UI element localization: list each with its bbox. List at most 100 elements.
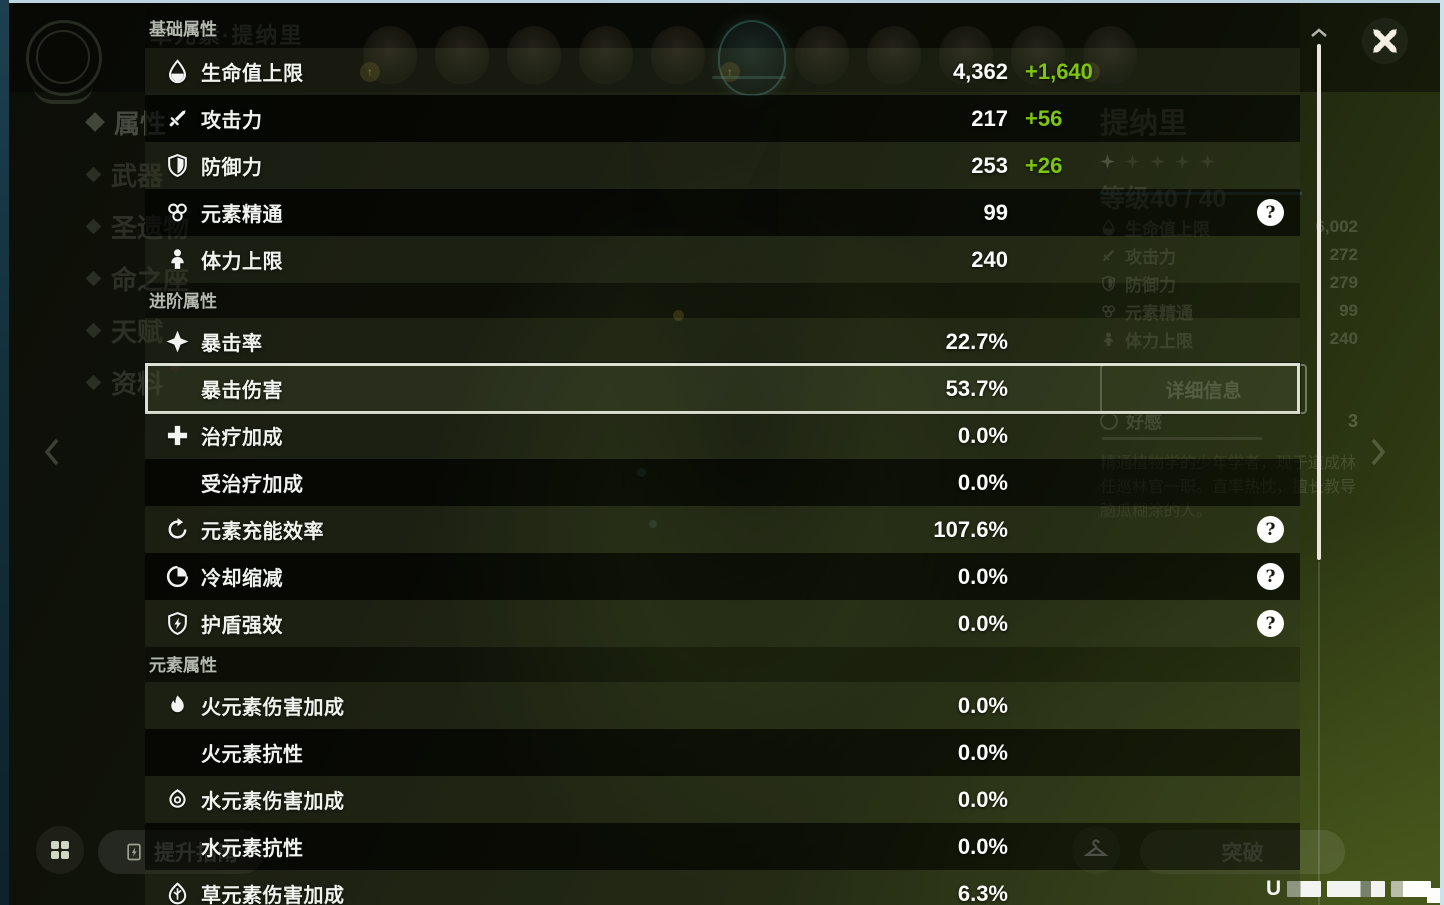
stat-bonus-value: +1,640 [1025,58,1093,84]
party-avatar[interactable] [795,26,849,84]
sidebar-item-label: 命之座 [111,264,190,295]
stat-value: 99 [983,199,1008,225]
bg-attr-value: 6,002 [1315,217,1358,236]
sidebar-item-label: 圣遗物 [111,212,190,243]
stat-value: 253 [971,152,1008,178]
background-attribute-summary: 生命值上限 6,002 攻击力 272 防御力 279 元素精通 99 体力上限 240 [1100,213,1358,353]
previous-character-arrow-icon[interactable] [44,438,60,466]
dendro-element-emblem-icon [20,16,106,106]
stat-value: 0.0% [957,833,1008,859]
help-icon[interactable]: ? [1257,563,1284,590]
stat-row[interactable]: 冷却缩减 0.0%? [145,553,1300,600]
bg-attr-row: 防御力 279 [1100,269,1358,297]
wardrobe-button[interactable] [1072,826,1120,874]
party-avatar[interactable] [363,26,417,84]
stat-value: 107.6% [933,516,1008,542]
stat-row[interactable]: 火元素伤害加成 0.0% [145,682,1300,729]
sidebar-item-资料[interactable]: 资料 [85,356,189,408]
stat-row[interactable]: 生命值上限 4,362 +1,640 [145,48,1300,95]
sidebar-item-命之座[interactable]: 命之座 [85,252,190,304]
em-icon [163,199,191,227]
stat-value: 0.0% [957,469,1008,495]
uid-censor-block [1287,881,1322,897]
sidebar-item-天赋[interactable]: 天赋 [85,304,189,356]
party-avatar[interactable] [1083,26,1137,84]
bg-attr-row: 攻击力 272 [1100,241,1358,269]
diamond-bullet-icon [85,112,105,132]
stat-row[interactable]: 治疗加成 0.0% [145,412,1300,459]
stat-label: 体力上限 [201,251,283,273]
uid-prefix: U [1266,877,1282,900]
bg-attr-label: 体力上限 [1125,331,1193,351]
stat-label: 暴击伤害 [201,380,283,402]
window-edge-right [1440,0,1444,905]
stat-row[interactable]: 元素充能效率 107.6%? [145,506,1300,553]
stat-row[interactable]: 元素精通 99? [145,189,1300,236]
stat-label: 生命值上限 [201,63,304,85]
active-avatar-underline [712,76,786,79]
close-button[interactable] [1362,18,1408,64]
stat-bonus-value: +56 [1025,105,1063,131]
character-name: 提纳里 [1100,108,1188,140]
scrollbar-track[interactable] [1318,562,1320,905]
uid-censor-block [1327,881,1386,897]
party-avatar[interactable] [651,26,705,84]
party-avatar-active[interactable] [718,20,786,96]
diamond-bullet-icon [85,218,102,234]
section-title: 元素属性 [149,656,217,675]
uid-display: U [1266,877,1432,901]
stat-row[interactable]: 受治疗加成 0.0% [145,459,1300,506]
party-avatar[interactable] [939,26,993,84]
stat-row[interactable]: 护盾强效 0.0%? [145,600,1300,647]
character-level: 等级40 / 40 [1100,185,1227,213]
stat-value: 217 [971,105,1008,131]
expand-arrow-icon[interactable] [1370,438,1386,466]
friendship-icon [1100,412,1118,430]
stat-row[interactable]: 体力上限 240 [145,236,1300,283]
grid-view-button[interactable] [36,826,84,874]
help-icon[interactable]: ? [1257,610,1284,637]
party-avatar[interactable] [579,26,633,84]
stat-value: 0.0% [957,692,1008,718]
scrollbar-thumb[interactable] [1317,44,1321,560]
no-icon [163,469,191,497]
party-avatar[interactable] [507,26,561,84]
section-rows: 生命值上限 4,362 +1,640 攻击力 217 +56 防御力 253 +26 元素精通 99… [145,48,1300,283]
stat-label: 火元素抗性 [201,744,304,766]
stat-bonus-value: +26 [1025,152,1063,178]
party-avatar[interactable] [867,26,921,84]
scroll-up-arrow-icon[interactable] [1310,28,1328,38]
stat-row[interactable]: 水元素抗性 0.0% [145,823,1300,870]
help-icon[interactable]: ? [1257,199,1284,226]
stat-label: 冷却缩减 [201,568,283,590]
sidebar-item-武器[interactable]: 武器 [85,148,189,200]
stat-row[interactable]: 攻击力 217 +56 [145,95,1300,142]
description-line: 精通植物学的少年学者，现于道成林 [1100,455,1357,472]
party-avatar[interactable] [435,26,489,84]
stat-label: 元素精通 [201,204,283,226]
bg-attr-value: 279 [1329,273,1358,292]
er-icon [163,516,191,544]
teal-divider [1100,192,1302,195]
sidebar-item-label: 资料 [111,368,164,399]
stat-row[interactable]: 火元素抗性 0.0% [145,729,1300,776]
enhancement-guide-button[interactable]: 提升指南 [98,830,264,874]
stat-row[interactable]: 暴击率 22.7% [145,318,1300,365]
stat-row[interactable]: 草元素伤害加成 6.3% [145,870,1300,905]
party-avatar[interactable] [1011,26,1065,84]
ascend-button[interactable]: 突破 [1140,830,1345,874]
stat-label: 护盾强效 [201,615,283,637]
bg-attr-row: 元素精通 99 [1100,297,1358,325]
stat-row[interactable]: 防御力 253 +26 [145,142,1300,189]
def-icon [163,152,191,180]
stat-row[interactable]: 水元素伤害加成 0.0% [145,776,1300,823]
diamond-bullet-icon [85,270,102,286]
ascend-ready-badge-icon: ↑ [720,62,740,82]
sidebar-item-属性[interactable]: 属性 [85,96,189,148]
bg-attr-row: 体力上限 240 [1100,325,1358,353]
character-artwork-silhouette [545,88,945,905]
help-icon[interactable]: ? [1257,516,1284,543]
stat-row[interactable]: 暴击伤害 53.7% [145,363,1300,414]
sidebar-item-圣遗物[interactable]: 圣遗物 [85,200,190,252]
bg-attr-value: 240 [1329,329,1358,348]
